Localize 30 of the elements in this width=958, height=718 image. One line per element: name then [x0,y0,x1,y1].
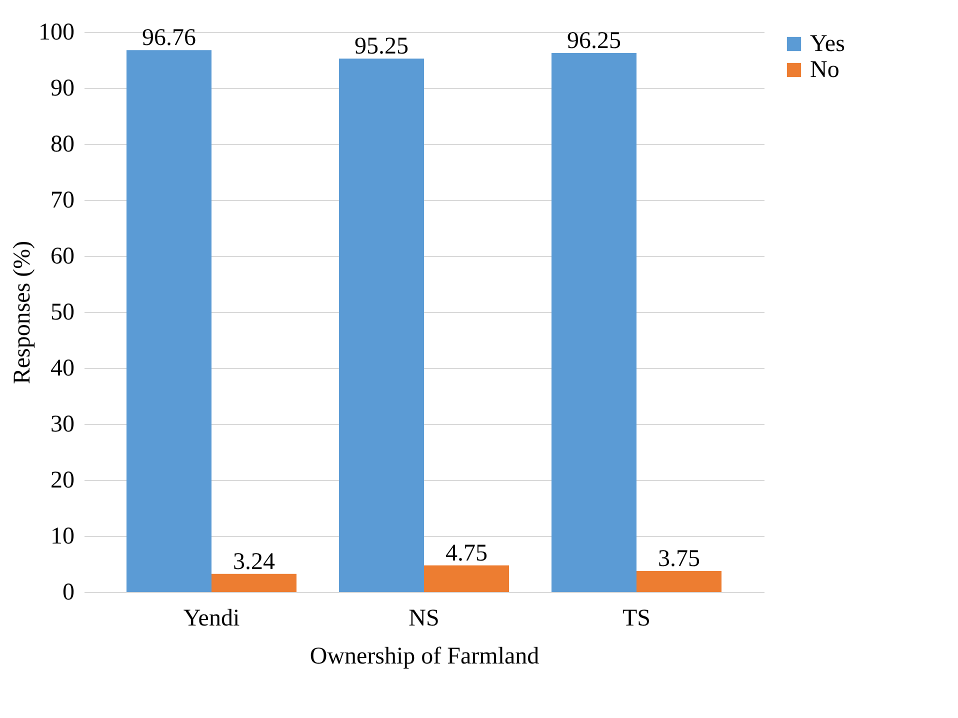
y-tick-label: 40 [50,356,74,382]
data-label: 95.25 [354,34,408,60]
bar [212,574,296,592]
bar [424,565,509,592]
legend-label: No [810,57,840,83]
y-tick-label: 90 [50,76,74,102]
y-tick-label: 20 [50,468,74,494]
data-label: 4.75 [446,540,488,566]
data-label: 3.24 [233,548,275,575]
data-label: 96.25 [567,28,621,54]
x-tick-label: NS [408,606,440,632]
y-axis-title: Responses (%) [10,240,36,384]
bar [552,53,636,592]
bar [636,571,722,592]
bar [339,58,424,592]
y-tick-label: 100 [38,20,74,46]
y-tick-label: 10 [50,524,74,550]
legend-label: Yes [810,31,845,57]
y-tick-label: 30 [50,412,74,438]
y-tick-label: 0 [62,580,74,606]
y-tick-label: 80 [50,132,74,158]
y-tick-label: 50 [50,300,74,326]
x-tick-label: TS [622,606,651,632]
x-axis-title: Ownership of Farmland [310,644,540,670]
data-label: 96.76 [142,25,196,52]
y-tick-label: 70 [50,188,74,214]
data-label: 3.75 [658,546,700,572]
x-tick-label: Yendi [183,606,240,632]
y-tick-label: 60 [50,244,74,270]
bar [126,50,212,592]
